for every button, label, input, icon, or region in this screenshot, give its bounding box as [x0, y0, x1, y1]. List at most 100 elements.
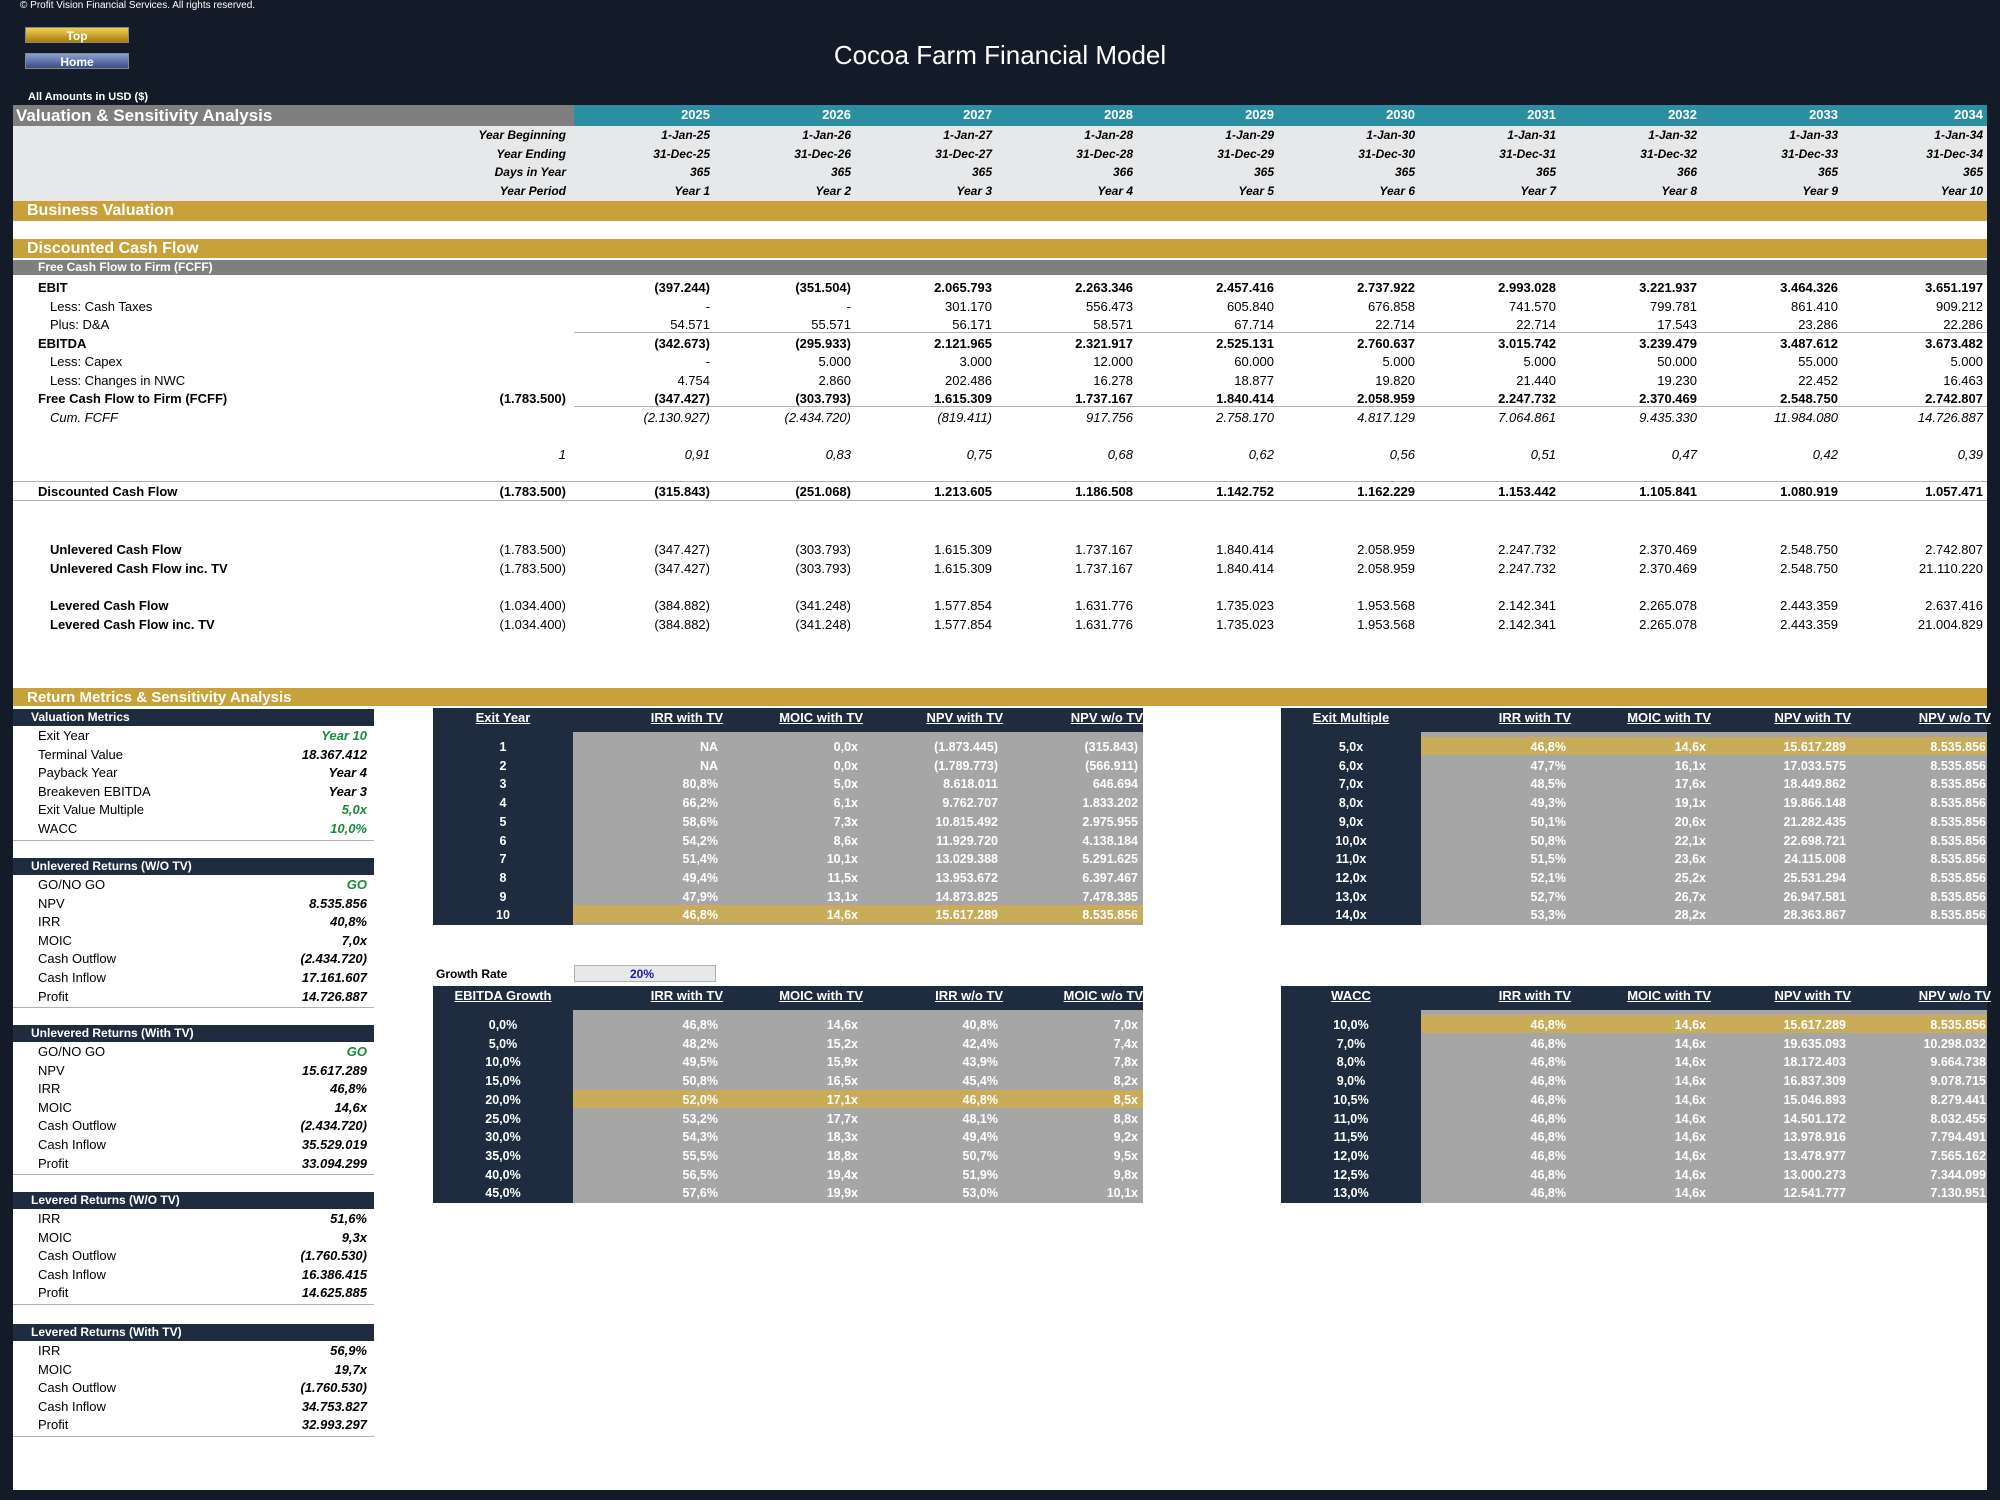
sensitivity-row: 6 54,2% 8,6x 11.929.720 4.138.184	[433, 832, 1143, 851]
sensitivity-cell: 3	[499, 777, 507, 792]
sensitivity-row: 5,0x 46,8% 14,6x 15.617.289 8.535.856	[1281, 738, 1987, 757]
sensitivity-col-header: NPV w/o TV	[1918, 988, 1991, 1003]
metric-row: Cash Inflow 17.161.607	[13, 969, 374, 987]
subtotal-rule	[574, 406, 1987, 407]
sensitivity-col-header: IRR with TV	[650, 710, 723, 725]
rule	[13, 481, 1987, 482]
year-header-2032: 2032	[1668, 107, 1697, 122]
metric-label: Cash Inflow	[38, 1266, 106, 1282]
year-header-2029: 2029	[1245, 107, 1274, 122]
sensitivity-cell: 12,5%	[1333, 1167, 1369, 1182]
sensitivity-cell: 46,8%	[962, 1092, 998, 1107]
sensitivity-cell: 46,8%	[1530, 1111, 1566, 1126]
sensitivity-cell: 25,0%	[485, 1111, 521, 1126]
timeline-value: 31-Dec-25	[653, 146, 710, 161]
dcf-row-value: 2.058.959	[1357, 391, 1415, 406]
metric-value: Year 10	[321, 728, 367, 743]
sensitivity-row: 1 NA 0,0x (1.873.445) (315.843)	[433, 738, 1143, 757]
sensitivity-cell: 8	[499, 870, 507, 885]
timeline-label: Year Ending	[496, 146, 566, 161]
top-button[interactable]: Top	[25, 27, 129, 43]
metric-label: Terminal Value	[38, 746, 124, 762]
sensitivity-cell: 8.618.011	[943, 777, 998, 792]
sensitivity-cell: 10,1x	[1106, 1186, 1138, 1201]
dcf-row-value: 23.286	[1798, 317, 1838, 332]
sensitivity-cell: (1.873.445)	[934, 740, 998, 754]
section-title-returns: Return Metrics & Sensitivity Analysis	[27, 689, 292, 706]
metric-label: IRR	[38, 1211, 61, 1226]
sensitivity-cell: 14,6x	[1674, 1092, 1706, 1107]
dcf-row-value: 16.278	[1093, 373, 1133, 388]
metric-row: Profit 32.993.297	[13, 1416, 374, 1434]
sensitivity-cell: 1.833.202	[1082, 796, 1138, 811]
sensitivity-cell: 6.397.467	[1082, 870, 1138, 885]
metric-box-title: Valuation Metrics	[13, 709, 374, 726]
metric-label: Profit	[38, 1285, 69, 1301]
cash-flow-value: 2.265.078	[1639, 598, 1697, 613]
sensitivity-cell: 5,0x	[1338, 740, 1364, 754]
dcf-row-value: 917.756	[1086, 410, 1133, 425]
sensitivity-col-header: Exit Multiple	[1312, 710, 1390, 725]
sensitivity-value-block	[1421, 732, 1987, 925]
sensitivity-cell: 13,1x	[826, 889, 858, 904]
cash-flow-value: 1.840.414	[1216, 542, 1274, 557]
dcf-row-value: 605.840	[1227, 299, 1274, 314]
sensitivity-row: 40,0% 56,5% 19,4x 51,9% 9,8x	[433, 1166, 1143, 1185]
metric-box-title: Levered Returns (W/O TV)	[13, 1192, 374, 1209]
sensitivity-cell: 8.535.856	[1930, 889, 1986, 904]
discount-factor-value: 0,75	[966, 447, 992, 462]
dcf-row-value: 56.171	[952, 317, 992, 332]
sensitivity-row: 10 46,8% 14,6x 15.617.289 8.535.856	[433, 906, 1143, 925]
sensitivity-col-header: WACC	[1331, 988, 1371, 1003]
metric-label: Cash Outflow	[38, 1118, 117, 1134]
timeline-value: Year 3	[956, 183, 992, 198]
timeline-value: 365	[1253, 165, 1274, 179]
sensitivity-cell: 14,6x	[1674, 1186, 1706, 1201]
fcff-header: Free Cash Flow to Firm (FCFF)	[38, 260, 213, 274]
growth-rate-label: Growth Rate	[436, 967, 508, 981]
cash-flow-base: (1.783.500)	[499, 542, 567, 557]
sensitivity-row: 3 80,8% 5,0x 8.618.011 646.694	[433, 775, 1143, 794]
cash-flow-value: 2.142.341	[1498, 617, 1556, 632]
discount-factor-value: 0,47	[1671, 447, 1697, 462]
sensitivity-row: 8,0x 49,3% 19,1x 19.866.148 8.535.856	[1281, 794, 1987, 813]
sensitivity-cell: 19,9x	[826, 1186, 858, 1201]
cash-flow-value: 1.577.854	[934, 598, 992, 613]
growth-rate-input[interactable]: 20%	[574, 965, 716, 982]
sensitivity-cell: 7.344.099	[1930, 1167, 1986, 1182]
sensitivity-cell: 66,2%	[682, 796, 718, 811]
metric-label: MOIC	[38, 1229, 72, 1245]
sensitivity-cell: 8,6x	[833, 833, 858, 848]
sensitivity-cell: 9,0%	[1336, 1074, 1366, 1089]
metric-label: Cash Outflow	[38, 1248, 117, 1264]
sensitivity-cell: 8.535.856	[1930, 814, 1986, 829]
timeline-value: Year 2	[815, 183, 851, 198]
metric-label: Cash Inflow	[38, 1137, 106, 1152]
dcf-row-value: 2.370.469	[1639, 391, 1697, 406]
metric-value: 35.529.019	[301, 1137, 367, 1152]
dcf-row-value: 4.817.129	[1357, 410, 1415, 425]
cash-flow-value: 1.735.023	[1216, 617, 1274, 632]
cash-flow-value: 1.615.309	[934, 542, 992, 557]
sensitivity-cell: 20,6x	[1674, 814, 1706, 829]
timeline-value: 31-Dec-26	[794, 146, 851, 161]
timeline-value: Year 6	[1379, 183, 1415, 198]
sensitivity-cell: 10,0%	[485, 1055, 521, 1070]
sensitivity-cell: 18,8x	[826, 1148, 858, 1163]
metric-row: MOIC 9,3x	[13, 1229, 374, 1247]
sensitivity-cell: 6,1x	[833, 796, 858, 811]
dcf-row-value: 2.742.807	[1925, 391, 1983, 406]
sensitivity-cell: 48,1%	[962, 1111, 998, 1126]
metric-box-1: Unlevered Returns (W/O TV) GO/NO GO GO NPV 8…	[13, 858, 374, 1009]
sensitivity-cell: 8.535.856	[1930, 740, 1986, 754]
home-button[interactable]: Home	[25, 53, 129, 69]
dcf-row-value: 55.571	[811, 317, 851, 332]
dcf-row-value: 5.000	[1523, 354, 1556, 369]
discount-factor-value: 0,56	[1389, 447, 1415, 462]
sensitivity-cell: 7.794.491	[1930, 1130, 1986, 1145]
sensitivity-row: 45,0% 57,6% 19,9x 53,0% 10,1x	[433, 1184, 1143, 1203]
sensitivity-cell: 49,3%	[1530, 796, 1566, 811]
sensitivity-cell: 19,1x	[1674, 796, 1706, 811]
metric-value: 16.386.415	[301, 1266, 367, 1282]
metric-row: IRR 40,8%	[13, 913, 374, 931]
